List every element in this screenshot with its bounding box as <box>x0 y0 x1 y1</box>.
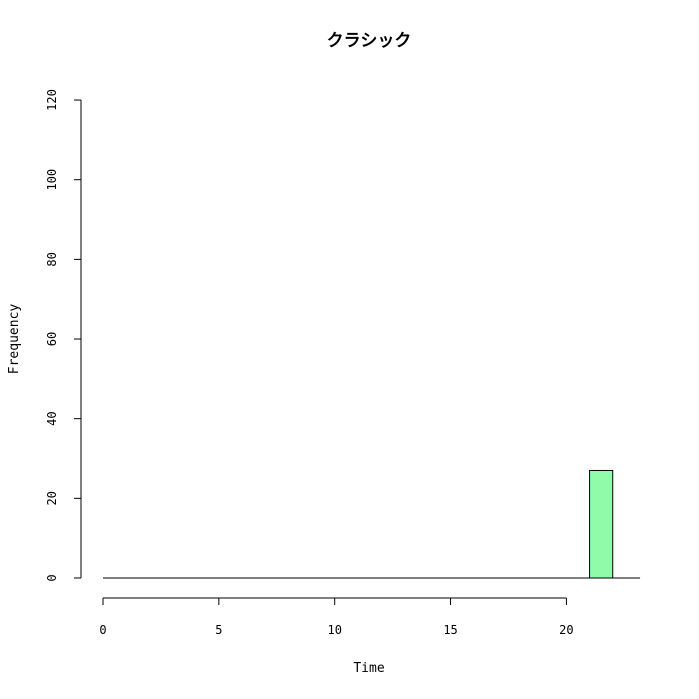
bars-group <box>589 469 614 579</box>
y-tick-label-100: 100 <box>45 169 59 191</box>
y-axis: 0 20 40 60 80 100 120 <box>45 89 82 582</box>
chart-title: クラシック <box>327 31 412 51</box>
x-tick-label-15: 15 <box>443 623 457 637</box>
x-tick-label-0: 0 <box>99 623 106 637</box>
y-tick-label-0: 0 <box>45 574 59 581</box>
y-tick-label-120: 120 <box>45 89 59 111</box>
histogram-bar-21 <box>589 469 614 579</box>
x-tick-label-20: 20 <box>559 623 573 637</box>
x-axis: 0 5 10 15 20 <box>99 597 574 637</box>
y-tick-label-80: 80 <box>45 252 59 266</box>
y-axis-label: Frequency <box>7 304 22 375</box>
x-tick-label-10: 10 <box>327 623 341 637</box>
y-tick-label-60: 60 <box>45 332 59 346</box>
x-tick-label-5: 5 <box>215 623 222 637</box>
y-tick-label-40: 40 <box>45 411 59 425</box>
y-tick-label-20: 20 <box>45 491 59 505</box>
x-axis-label: Time <box>353 661 384 676</box>
